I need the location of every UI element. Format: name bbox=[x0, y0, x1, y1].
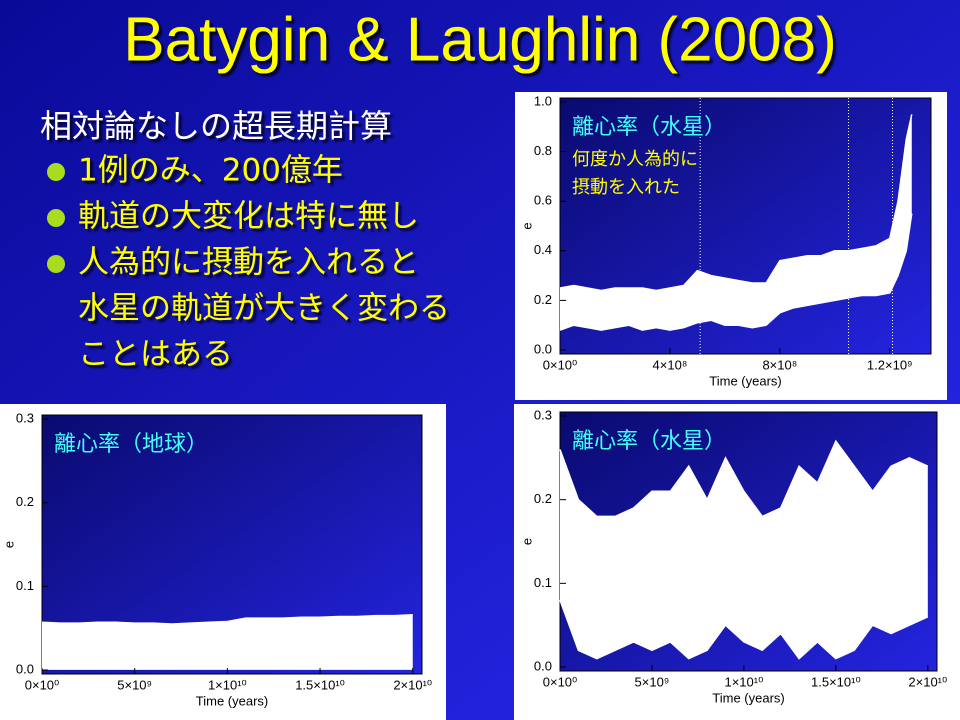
bullet-list: 1例のみ、200億年軌道の大変化は特に無し人為的に摂動を入れると水星の軌道が大き… bbox=[47, 153, 450, 373]
x-tick-label: 5×10⁹ bbox=[117, 677, 152, 692]
annotation: 離心率（水星） bbox=[572, 429, 726, 454]
y-tick-label: 0.6 bbox=[534, 193, 552, 208]
x-tick-label: 4×10⁸ bbox=[653, 357, 688, 372]
y-tick-label: 0.3 bbox=[16, 410, 34, 425]
heading: 相対論なしの超長期計算 bbox=[40, 107, 392, 145]
x-tick-label: 1.5×10¹⁰ bbox=[811, 674, 861, 689]
x-tick-label: 1×10¹⁰ bbox=[208, 677, 247, 692]
x-tick-label: 0×10⁰ bbox=[25, 677, 60, 692]
y-tick-label: 0.1 bbox=[534, 575, 552, 590]
charts: 0×10⁰ 4×10⁸ 8×10⁸ 1.2×10⁹ 0.0 0.2 0.4 0.6 0.8 1.0… bbox=[0, 92, 960, 720]
band-edge bbox=[41, 614, 413, 625]
y-axis-label: e bbox=[1, 541, 16, 548]
band-fill bbox=[42, 614, 413, 670]
annotation: 離心率（地球） bbox=[54, 432, 208, 457]
x-tick-label: 0×10⁰ bbox=[543, 674, 578, 689]
y-tick-label: 0.2 bbox=[534, 491, 552, 506]
bullet-text: ことはある bbox=[78, 337, 233, 373]
bullet-dot bbox=[47, 209, 65, 227]
x-tick-label: 8×10⁸ bbox=[762, 357, 797, 372]
band-fill bbox=[560, 114, 912, 331]
y-tick-label: 0.1 bbox=[16, 578, 34, 593]
y-axis-label: e bbox=[519, 222, 534, 229]
y-axis-label: e bbox=[519, 538, 534, 545]
x-tick-label: 1.2×10⁹ bbox=[867, 357, 913, 372]
x-axis-label: Time (years) bbox=[712, 690, 784, 705]
x-tick-label: 0×10⁰ bbox=[543, 357, 578, 372]
x-axis-label: Time (years) bbox=[709, 373, 781, 388]
bullet-text: 1例のみ、200億年 bbox=[78, 153, 343, 189]
y-tick-label: 0.0 bbox=[16, 661, 34, 676]
note: 摂動を入れた bbox=[572, 177, 680, 198]
bullet-text: 軌道の大変化は特に無し bbox=[78, 199, 419, 235]
x-tick-label: 1×10¹⁰ bbox=[724, 674, 763, 689]
note: 何度か人為的に bbox=[572, 149, 698, 170]
slide-title: Batygin & Laughlin (2008) bbox=[123, 5, 836, 74]
band-fill bbox=[560, 441, 928, 659]
y-tick-label: 0.0 bbox=[534, 341, 552, 356]
chart: 0×10⁰ 5×10⁹ 1×10¹⁰ 1.5×10¹⁰ 2×10¹⁰ 0.0 0.1 0.2 0… bbox=[514, 404, 960, 720]
x-tick-label: 2×10¹⁰ bbox=[908, 674, 947, 689]
chart: 0×10⁰ 5×10⁹ 1×10¹⁰ 1.5×10¹⁰ 2×10¹⁰ 0.0 0.1 0.2 0… bbox=[0, 404, 446, 720]
y-tick-label: 0.0 bbox=[534, 658, 552, 673]
bullet-dot bbox=[47, 163, 65, 181]
y-tick-label: 0.3 bbox=[534, 407, 552, 422]
bullet-dot bbox=[47, 255, 65, 273]
band-edge bbox=[559, 114, 913, 292]
bullet-text: 水星の軌道が大きく変わる bbox=[78, 291, 450, 327]
x-tick-label: 2×10¹⁰ bbox=[393, 677, 432, 692]
annotation: 離心率（水星） bbox=[572, 115, 726, 140]
y-tick-label: 0.2 bbox=[534, 292, 552, 307]
y-tick-label: 0.8 bbox=[534, 143, 552, 158]
x-tick-label: 5×10⁹ bbox=[635, 674, 670, 689]
band-edge bbox=[559, 439, 929, 518]
bullet-text: 人為的に摂動を入れると bbox=[78, 245, 419, 281]
y-tick-label: 0.4 bbox=[534, 242, 552, 257]
x-axis-label: Time (years) bbox=[196, 693, 268, 708]
chart: 0×10⁰ 4×10⁸ 8×10⁸ 1.2×10⁹ 0.0 0.2 0.4 0.6 0.8 1.0… bbox=[515, 92, 947, 400]
y-tick-label: 1.0 bbox=[534, 93, 552, 108]
x-tick-label: 1.5×10¹⁰ bbox=[295, 677, 345, 692]
band-edge bbox=[559, 213, 913, 331]
band-edge bbox=[559, 599, 929, 660]
y-tick-label: 0.2 bbox=[16, 494, 34, 509]
